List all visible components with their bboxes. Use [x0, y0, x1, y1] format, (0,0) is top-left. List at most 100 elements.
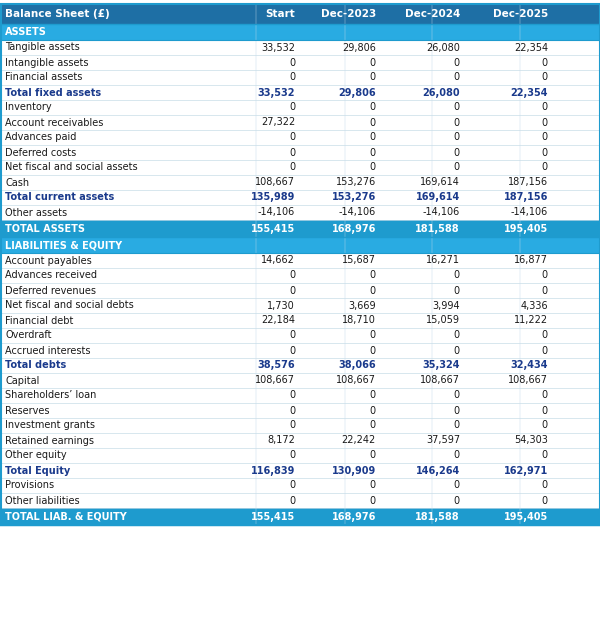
Text: 153,276: 153,276	[332, 193, 376, 202]
Bar	[0, 403, 600, 418]
Bar	[0, 115, 600, 130]
Text: 32,434: 32,434	[511, 360, 548, 371]
Text: 0: 0	[454, 451, 460, 461]
Text: Account payables: Account payables	[5, 255, 92, 266]
Text: 0: 0	[542, 346, 548, 355]
Text: 0: 0	[289, 147, 295, 157]
Text: Other equity: Other equity	[5, 451, 67, 461]
Text: 108,667: 108,667	[255, 177, 295, 188]
Text: 26,080: 26,080	[422, 88, 460, 97]
Text: 0: 0	[454, 420, 460, 431]
Bar	[0, 24, 600, 40]
Text: 146,264: 146,264	[416, 465, 460, 476]
Bar	[0, 343, 600, 358]
Text: 195,405: 195,405	[504, 223, 548, 234]
Bar	[0, 70, 600, 85]
Bar	[0, 508, 600, 525]
Text: 27,322: 27,322	[261, 118, 295, 127]
Text: -14,106: -14,106	[258, 207, 295, 218]
Text: Deferred costs: Deferred costs	[5, 147, 76, 157]
Text: -14,106: -14,106	[423, 207, 460, 218]
Text: 0: 0	[289, 102, 295, 113]
Bar	[0, 373, 600, 388]
Text: 181,588: 181,588	[415, 511, 460, 522]
Text: 16,877: 16,877	[514, 255, 548, 266]
Text: 0: 0	[370, 271, 376, 280]
Text: 0: 0	[454, 102, 460, 113]
Text: 8,172: 8,172	[267, 435, 295, 445]
Text: Advances paid: Advances paid	[5, 132, 76, 143]
Text: 0: 0	[542, 271, 548, 280]
Text: 0: 0	[542, 58, 548, 67]
Bar	[0, 313, 600, 328]
Text: 0: 0	[454, 406, 460, 415]
Text: 155,415: 155,415	[251, 511, 295, 522]
Text: Capital: Capital	[5, 376, 40, 385]
Text: 0: 0	[542, 451, 548, 461]
Bar	[0, 100, 600, 115]
Text: 0: 0	[454, 147, 460, 157]
Text: Tangible assets: Tangible assets	[5, 42, 80, 52]
Bar	[0, 190, 600, 205]
Text: 33,532: 33,532	[261, 42, 295, 52]
Text: 108,667: 108,667	[336, 376, 376, 385]
Text: 11,222: 11,222	[514, 316, 548, 326]
Text: 0: 0	[454, 346, 460, 355]
Text: 0: 0	[454, 330, 460, 340]
Text: 108,667: 108,667	[508, 376, 548, 385]
Bar	[0, 463, 600, 478]
Text: 0: 0	[542, 163, 548, 173]
Text: Intangible assets: Intangible assets	[5, 58, 89, 67]
Bar	[0, 237, 600, 253]
Text: Net fiscal and social assets: Net fiscal and social assets	[5, 163, 137, 173]
Text: 0: 0	[542, 420, 548, 431]
Text: 169,614: 169,614	[416, 193, 460, 202]
Text: 0: 0	[454, 285, 460, 296]
Text: 108,667: 108,667	[255, 376, 295, 385]
Text: Total Equity: Total Equity	[5, 465, 70, 476]
Text: 0: 0	[542, 102, 548, 113]
Text: 0: 0	[454, 163, 460, 173]
Text: 0: 0	[542, 390, 548, 401]
Text: 3,669: 3,669	[349, 301, 376, 310]
Text: Retained earnings: Retained earnings	[5, 435, 94, 445]
Bar	[0, 268, 600, 283]
Bar	[0, 448, 600, 463]
Text: Total current assets: Total current assets	[5, 193, 114, 202]
Text: 22,354: 22,354	[514, 42, 548, 52]
Text: 0: 0	[289, 330, 295, 340]
Bar	[0, 253, 600, 268]
Text: 162,971: 162,971	[504, 465, 548, 476]
Text: 0: 0	[289, 390, 295, 401]
Text: 168,976: 168,976	[332, 511, 376, 522]
Text: 135,989: 135,989	[251, 193, 295, 202]
Text: 0: 0	[542, 495, 548, 506]
Text: 0: 0	[542, 147, 548, 157]
Text: 0: 0	[370, 451, 376, 461]
Text: Overdraft: Overdraft	[5, 330, 52, 340]
Text: 169,614: 169,614	[420, 177, 460, 188]
Text: 0: 0	[542, 406, 548, 415]
Text: 54,303: 54,303	[514, 435, 548, 445]
Text: 3,994: 3,994	[433, 301, 460, 310]
Text: 16,271: 16,271	[426, 255, 460, 266]
Text: 0: 0	[370, 102, 376, 113]
Text: 22,242: 22,242	[342, 435, 376, 445]
Text: 22,184: 22,184	[261, 316, 295, 326]
Bar	[0, 55, 600, 70]
Text: 0: 0	[542, 132, 548, 143]
Bar	[0, 478, 600, 493]
Text: 0: 0	[454, 118, 460, 127]
Text: 1,730: 1,730	[267, 301, 295, 310]
Text: Dec-2025: Dec-2025	[493, 9, 548, 19]
Text: 37,597: 37,597	[426, 435, 460, 445]
Text: 0: 0	[289, 285, 295, 296]
Text: Start: Start	[265, 9, 295, 19]
Bar	[0, 160, 600, 175]
Text: Provisions: Provisions	[5, 481, 54, 490]
Bar	[0, 388, 600, 403]
Text: 0: 0	[542, 285, 548, 296]
Text: Account receivables: Account receivables	[5, 118, 103, 127]
Text: 18,710: 18,710	[342, 316, 376, 326]
Text: 33,532: 33,532	[257, 88, 295, 97]
